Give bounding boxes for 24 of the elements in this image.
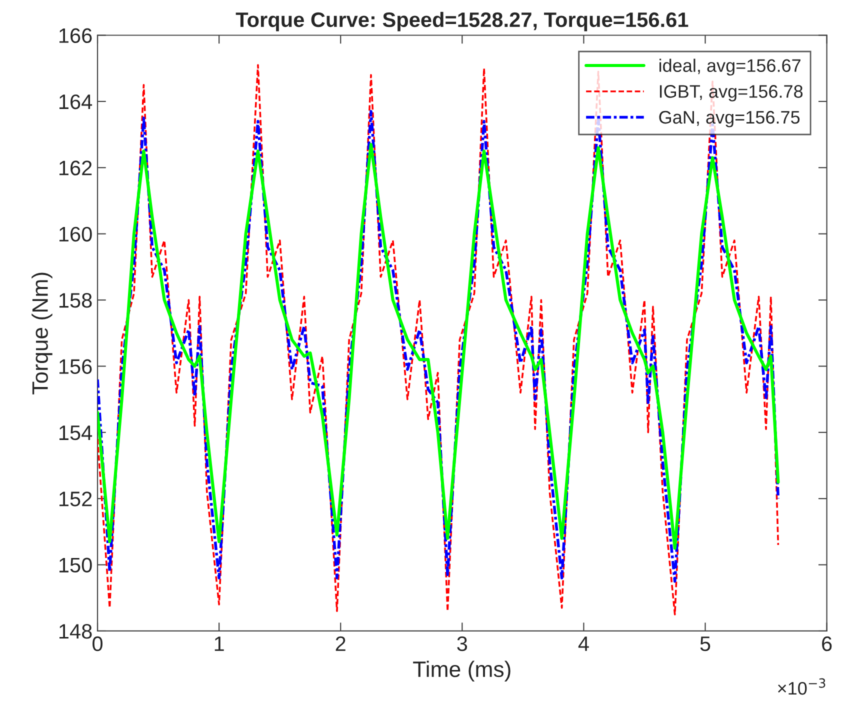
y-tick-label: 158 [59, 293, 92, 308]
y-tick-label: 160 [59, 226, 92, 242]
legend-label: GaN, avg=156.75 [659, 110, 800, 128]
x-tick-label: 1 [214, 636, 224, 651]
y-tick-label: 166 [59, 28, 92, 44]
y-axis-title: Torque (Nm) [32, 272, 52, 394]
y-tick-label: 154 [59, 426, 92, 440]
y-tick-label: 150 [59, 558, 92, 573]
x-tick-label: 0 [92, 636, 102, 652]
chart-title: Torque Curve: Speed=1528.27, Torque=156.61 [236, 12, 688, 32]
y-tick-label: 162 [59, 160, 92, 176]
y-tick-label: 148 [59, 624, 92, 639]
x-tick-label: 5 [700, 636, 710, 652]
x-tick-label: 3 [457, 636, 468, 652]
x-tick-label: 6 [822, 636, 832, 652]
legend-label: ideal, avg=156.67 [660, 58, 800, 76]
x-axis-title: Time (ms) [413, 660, 510, 682]
y-tick-label: 152 [59, 492, 92, 506]
text: ×10$^{−3}$ [778, 678, 826, 695]
x-tick-label: 2 [336, 636, 346, 651]
x-tick-label: 4 [578, 636, 589, 651]
legend-label: IGBT, avg=156.78 [660, 85, 803, 102]
y-tick-label: 164 [59, 94, 92, 110]
y-tick-label: 156 [59, 359, 92, 374]
